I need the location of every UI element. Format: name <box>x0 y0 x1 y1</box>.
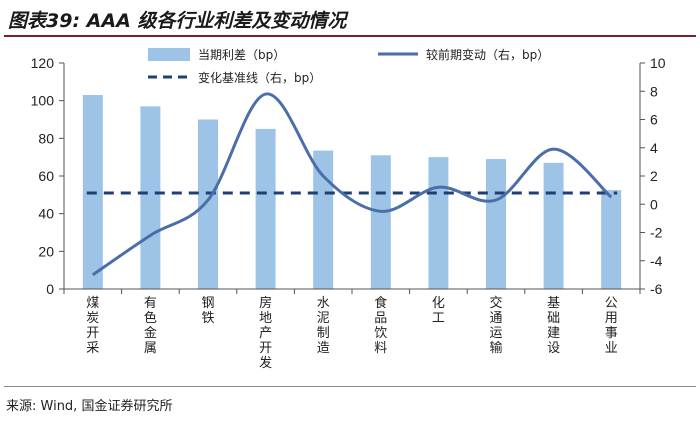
bar <box>140 106 161 289</box>
x-category-label: 基础建设 <box>547 296 560 356</box>
y-tick-label-right: 10 <box>650 55 666 71</box>
y-tick-label-right: -6 <box>650 281 663 297</box>
y-tick-label-left: 20 <box>38 243 54 259</box>
bar <box>601 190 622 289</box>
footer-divider <box>4 386 696 387</box>
legend-dash-label: 变化基准线（右，bp） <box>198 70 321 85</box>
y-tick-label-right: 2 <box>650 168 658 184</box>
legend-line-label: 较前期变动（右，bp） <box>426 47 549 62</box>
x-category-label: 食品饮料 <box>374 295 387 356</box>
bar <box>486 159 506 289</box>
y-tick-label-left: 100 <box>31 93 55 109</box>
bar <box>313 150 334 289</box>
y-tick-label-right: -4 <box>650 253 663 269</box>
title-bar: 图表39: AAA 级各行业利差及变动情况 <box>0 0 700 37</box>
x-category-label: 房地产开发 <box>259 295 272 371</box>
y-tick-label-right: 6 <box>650 112 658 128</box>
bar <box>428 157 449 289</box>
chart: 0 20 40 60 80 100 120 -6 -4 -2 0 2 4 6 8 10 煤炭开采 有色金属 钢铁 房地… <box>31 47 666 371</box>
bar <box>370 155 391 289</box>
source-note: 来源: Wind, 国金证券研究所 <box>6 399 173 414</box>
x-category-label: 钢铁 <box>201 296 214 326</box>
legend-bar-label: 当期利差（bp） <box>198 48 285 62</box>
x-category-label: 公用事业 <box>605 296 618 356</box>
legend-bar-swatch <box>148 48 190 61</box>
bar <box>543 162 564 289</box>
y-tick-label-left: 40 <box>38 206 54 222</box>
y-tick-label-left: 80 <box>38 130 54 146</box>
change-line-series <box>91 92 613 277</box>
x-category-label: 交通运输 <box>489 295 502 356</box>
bar <box>198 119 218 289</box>
y-tick-label-right: 0 <box>650 196 658 212</box>
y-tick-label-left: 0 <box>46 281 54 297</box>
x-category-label: 化工 <box>432 296 445 326</box>
x-category-label: 有色金属 <box>144 296 157 356</box>
bar <box>255 128 276 289</box>
y-tick-label-right: 4 <box>650 140 658 156</box>
y-tick-label-right: 8 <box>650 83 658 99</box>
chart-title: 图表39: AAA 级各行业利差及变动情况 <box>8 10 347 32</box>
y-tick-label-right: -2 <box>650 225 663 241</box>
x-category-label: 煤炭开采 <box>86 296 99 356</box>
y-tick-label-left: 60 <box>38 168 54 184</box>
title-divider <box>4 35 696 37</box>
y-tick-label-left: 120 <box>31 55 55 71</box>
x-category-label: 水泥制造 <box>317 296 330 356</box>
